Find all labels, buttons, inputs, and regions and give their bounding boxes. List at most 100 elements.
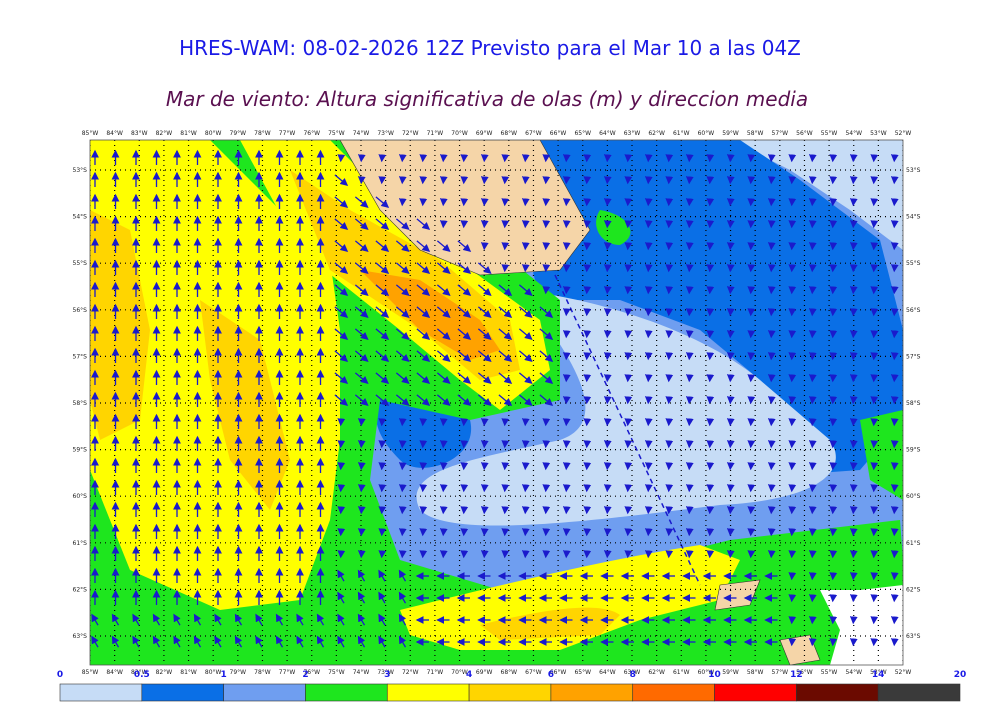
direction-arrow	[398, 528, 407, 537]
direction-arrow	[477, 328, 492, 340]
title: HRES-WAM: 08-02-2026 12Z Previsto para e…	[179, 36, 801, 60]
direction-arrow	[439, 440, 448, 449]
direction-arrow	[870, 506, 879, 515]
direction-arrow	[603, 374, 612, 383]
direction-arrow	[685, 484, 694, 493]
direction-arrow	[726, 220, 735, 229]
direction-arrow	[808, 374, 817, 383]
direction-arrow	[477, 284, 492, 296]
direction-arrow	[849, 506, 858, 515]
direction-arrow	[457, 306, 472, 318]
direction-arrow	[829, 198, 838, 207]
direction-arrow	[436, 350, 451, 362]
direction-arrow	[542, 242, 551, 251]
direction-arrow	[542, 264, 551, 273]
direction-arrow	[501, 462, 510, 471]
direction-arrow	[337, 613, 345, 626]
lon-label: 77°W	[279, 669, 296, 676]
direction-arrow	[685, 440, 694, 449]
direction-arrow	[890, 176, 899, 185]
lon-label: 69°W	[476, 130, 493, 137]
direction-arrow	[685, 242, 694, 251]
direction-arrow	[460, 440, 469, 449]
direction-arrow	[665, 220, 674, 229]
direction-arrow	[375, 262, 390, 274]
direction-arrow	[395, 350, 410, 362]
direction-arrow	[398, 418, 407, 427]
direction-arrow	[419, 198, 428, 207]
direction-arrow	[562, 528, 571, 537]
direction-arrow	[173, 635, 181, 648]
lon-label: 75°W	[328, 130, 345, 137]
lon-label: 68°W	[501, 669, 518, 676]
lon-label: 71°W	[427, 669, 444, 676]
region	[480, 607, 620, 640]
lon-label: 66°W	[550, 130, 567, 137]
direction-arrow	[521, 418, 530, 427]
direction-arrow	[849, 572, 858, 581]
lat-label: 62°S	[73, 586, 88, 593]
direction-arrow	[542, 286, 551, 295]
direction-arrow	[583, 528, 592, 537]
direction-arrow	[624, 528, 633, 537]
direction-arrow	[398, 462, 407, 471]
direction-arrow	[788, 550, 797, 559]
direction-arrow	[706, 418, 715, 427]
direction-arrow	[644, 374, 653, 383]
direction-arrow	[685, 176, 694, 185]
direction-arrow	[706, 440, 715, 449]
lon-label: 56°W	[796, 669, 813, 676]
direction-arrow	[378, 635, 386, 648]
direction-arrow	[849, 484, 858, 493]
direction-arrow	[296, 635, 304, 648]
direction-arrow	[357, 506, 366, 515]
direction-arrow	[706, 198, 715, 207]
lat-label: 63°S	[906, 633, 921, 640]
direction-arrow	[583, 462, 592, 471]
direction-arrow	[870, 418, 879, 427]
direction-arrow	[395, 372, 410, 384]
direction-arrow	[439, 220, 448, 229]
direction-arrow	[829, 506, 838, 515]
direction-arrow	[583, 352, 592, 361]
direction-arrow	[788, 308, 797, 317]
direction-arrow	[583, 440, 592, 449]
direction-arrow	[480, 154, 489, 163]
lon-label: 61°W	[673, 669, 690, 676]
direction-arrow	[357, 176, 366, 185]
lon-label: 57°W	[772, 669, 789, 676]
direction-arrow	[354, 196, 369, 208]
direction-arrow	[603, 242, 612, 251]
colorbar-tick-label: 2	[302, 670, 308, 680]
direction-arrow	[357, 550, 366, 559]
direction-arrow	[521, 528, 530, 537]
direction-arrow	[870, 154, 879, 163]
direction-arrow	[644, 308, 653, 317]
direction-arrow	[788, 286, 797, 295]
direction-arrow	[378, 506, 387, 515]
direction-arrow	[357, 418, 366, 427]
direction-arrow	[624, 220, 633, 229]
direction-arrow	[603, 220, 612, 229]
direction-arrow	[747, 374, 756, 383]
direction-arrow	[395, 262, 410, 274]
lon-label: 81°W	[180, 130, 197, 137]
direction-arrow	[542, 418, 551, 427]
direction-arrow	[436, 306, 451, 318]
lon-label: 63°W	[624, 130, 641, 137]
direction-arrow	[436, 372, 451, 384]
direction-arrow	[808, 154, 817, 163]
direction-arrow	[562, 330, 571, 339]
lon-label: 62°W	[648, 669, 665, 676]
direction-arrow	[501, 242, 510, 251]
direction-arrow	[583, 418, 592, 427]
lon-label: 77°W	[279, 130, 296, 137]
subtitle: Mar de viento: Altura significativa de o…	[166, 87, 808, 111]
direction-arrow	[829, 154, 838, 163]
lon-label: 83°W	[131, 669, 148, 676]
direction-arrow	[644, 176, 653, 185]
direction-arrow	[542, 440, 551, 449]
direction-arrow	[354, 394, 369, 406]
direction-arrow	[562, 308, 571, 317]
direction-arrow	[644, 198, 653, 207]
